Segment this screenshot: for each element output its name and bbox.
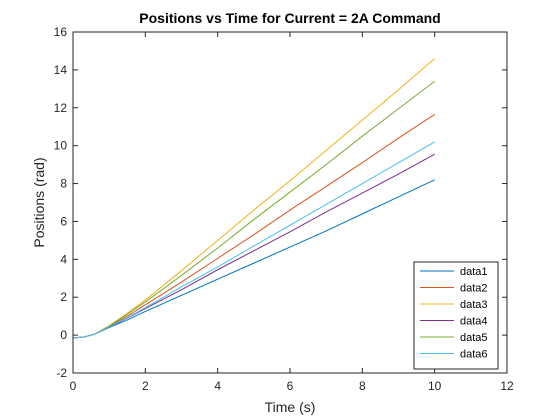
legend-label-data2: data2 [460, 283, 488, 295]
x-tick-label: 12 [500, 379, 514, 393]
legend-label-data4: data4 [460, 316, 488, 328]
legend-label-data3: data3 [460, 299, 488, 311]
y-tick-label: 16 [54, 25, 68, 39]
y-tick-label: 10 [54, 139, 68, 153]
chart-title: Positions vs Time for Current = 2A Comma… [139, 10, 440, 26]
x-tick-label: 2 [142, 379, 149, 393]
legend-label-data1: data1 [460, 266, 488, 278]
series-lines [72, 58, 435, 339]
legend-label-data5: data5 [460, 332, 488, 344]
legend: data1 data2 data3 data4 data5 data6 [413, 261, 499, 370]
y-tick-label: 14 [54, 63, 68, 77]
y-tick-label: -2 [56, 366, 67, 380]
y-tick-label: 12 [54, 101, 68, 115]
y-axis-label: Positions (rad) [31, 157, 47, 247]
y-tick-label: 0 [60, 328, 67, 342]
legend-box [413, 261, 499, 370]
y-tick-label: 8 [60, 177, 67, 191]
x-tick-label: 8 [359, 379, 366, 393]
plot-border [72, 31, 508, 374]
x-tick-label: 6 [287, 379, 294, 393]
x-tick-label: 4 [214, 379, 221, 393]
y-tick-label: 6 [60, 214, 67, 228]
y-tick-label: 4 [60, 252, 67, 266]
y-tick-label: 2 [60, 290, 67, 304]
x-axis-label: Time (s) [265, 399, 316, 415]
series-line-data6 [72, 141, 435, 339]
x-tick-label: 0 [70, 379, 77, 393]
x-tick-label: 10 [428, 379, 442, 393]
legend-label-data6: data6 [460, 349, 488, 361]
